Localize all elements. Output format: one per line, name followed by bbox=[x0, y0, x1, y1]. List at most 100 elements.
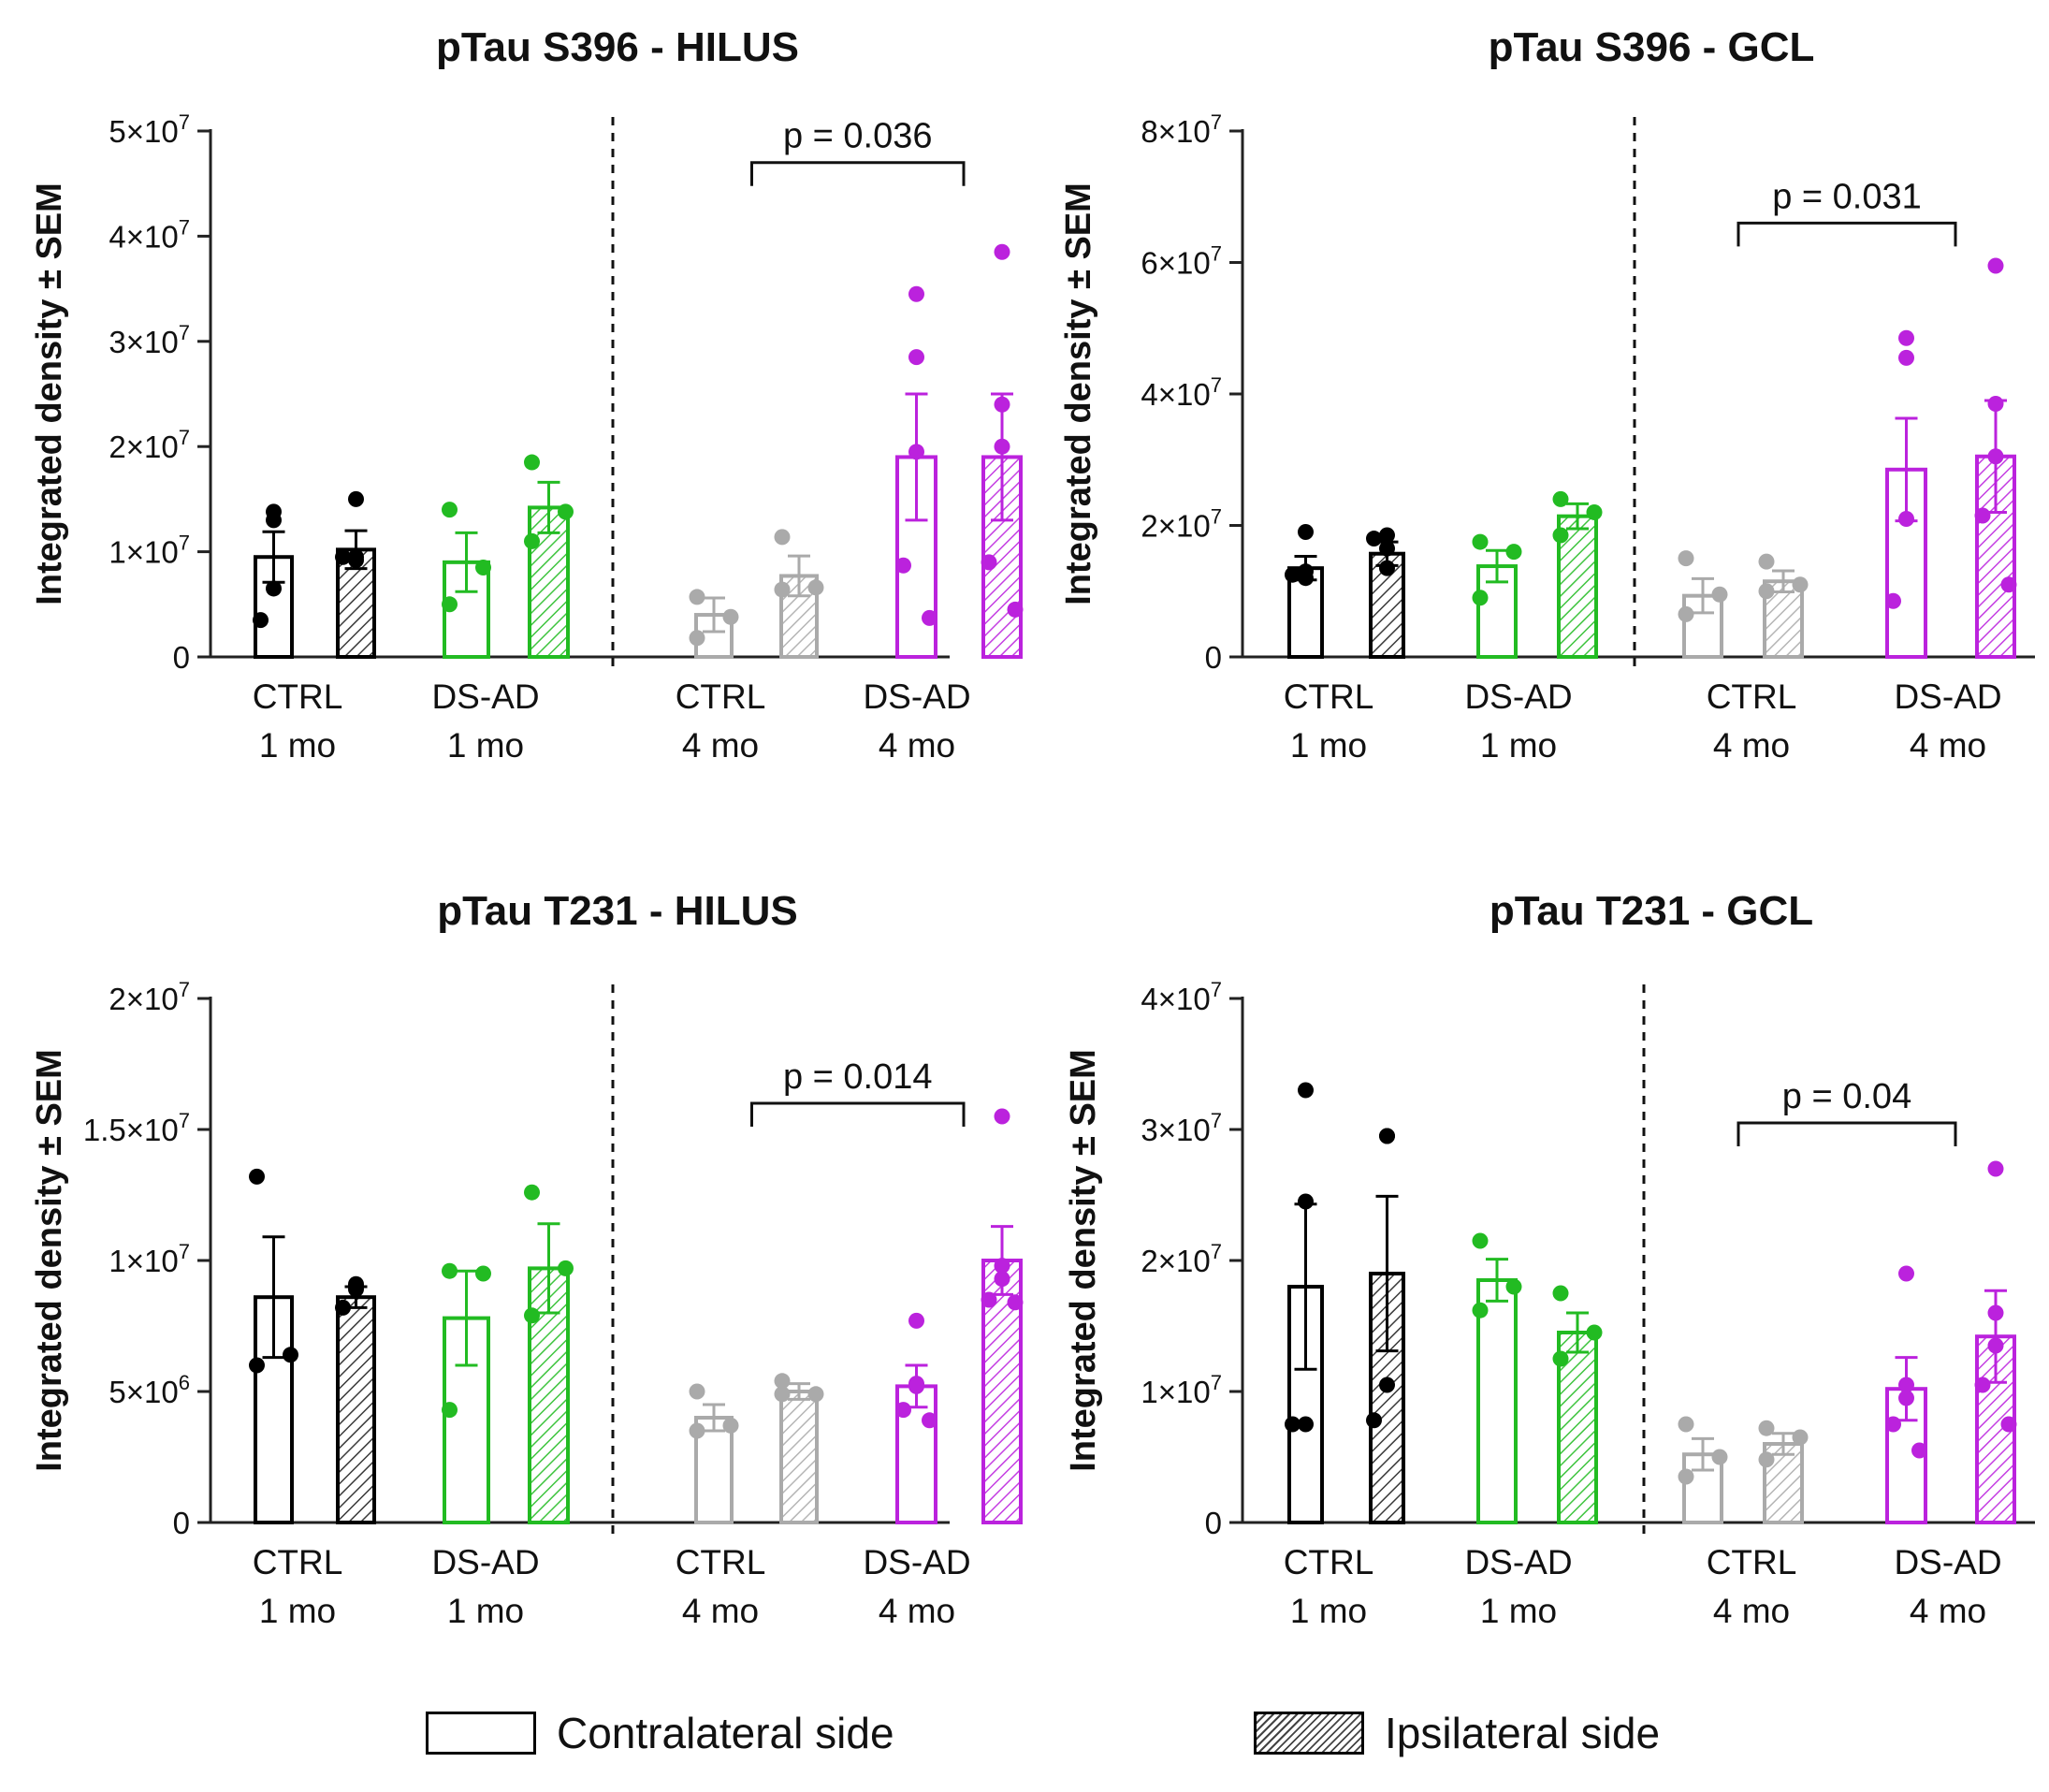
data-point-ipsi-1 bbox=[524, 532, 540, 549]
y-axis-label: Integrated density ± SEM bbox=[1064, 1049, 1103, 1472]
data-point-ipsi-3 bbox=[994, 1258, 1010, 1275]
y-tick-label: 5×107 bbox=[109, 110, 190, 149]
x-category-sublabel: 1 mo bbox=[1290, 1592, 1367, 1630]
data-point-contra-0 bbox=[249, 1357, 265, 1374]
data-point-contra-3 bbox=[908, 1377, 924, 1394]
x-category-label: DS-AD bbox=[863, 1543, 970, 1581]
y-tick-label: 1×107 bbox=[109, 1240, 190, 1278]
x-category-label: DS-AD bbox=[1464, 1543, 1572, 1581]
data-point-contra-3 bbox=[895, 1402, 911, 1419]
data-point-contra-2 bbox=[689, 1422, 705, 1439]
legend-swatch-hatched bbox=[1254, 1712, 1364, 1755]
y-tick-label: 0 bbox=[1205, 640, 1222, 675]
data-point-contra-3 bbox=[908, 349, 924, 366]
data-point-contra-2 bbox=[1678, 1416, 1694, 1433]
x-category-label: CTRL bbox=[676, 677, 766, 716]
x-category-label: CTRL bbox=[676, 1543, 766, 1581]
data-point-ipsi-2 bbox=[774, 529, 791, 546]
data-point-contra-1 bbox=[442, 502, 458, 518]
data-point-contra-0 bbox=[1298, 570, 1314, 587]
data-point-contra-0 bbox=[1285, 566, 1301, 583]
data-point-contra-1 bbox=[1472, 590, 1489, 606]
x-category-sublabel: 4 mo bbox=[1910, 1592, 1986, 1630]
y-axis-label: Integrated density ± SEM bbox=[30, 1049, 69, 1472]
data-point-ipsi-1 bbox=[524, 1307, 540, 1324]
y-axis-label: Integrated density ± SEM bbox=[1059, 182, 1098, 605]
x-category-sublabel: 1 mo bbox=[1480, 1592, 1557, 1630]
x-category-label: CTRL bbox=[1284, 1543, 1374, 1581]
data-point-ipsi-3 bbox=[981, 1291, 997, 1308]
data-point-ipsi-0 bbox=[1379, 1128, 1395, 1144]
bar-contra-1 bbox=[1476, 1278, 1518, 1524]
data-point-ipsi-3 bbox=[1974, 507, 1991, 524]
x-category-label: DS-AD bbox=[863, 677, 970, 716]
y-tick-label: 3×107 bbox=[109, 321, 190, 359]
data-point-ipsi-1 bbox=[1552, 490, 1569, 507]
data-point-ipsi-0 bbox=[1379, 540, 1395, 557]
data-point-ipsi-2 bbox=[774, 581, 791, 598]
x-category-sublabel: 4 mo bbox=[682, 1592, 759, 1630]
y-tick-label: 1×107 bbox=[109, 532, 190, 570]
data-point-ipsi-2 bbox=[807, 1386, 824, 1403]
data-point-ipsi-1 bbox=[1552, 1350, 1569, 1367]
data-point-ipsi-3 bbox=[1007, 1294, 1024, 1311]
data-point-contra-2 bbox=[689, 630, 705, 647]
y-tick-label: 2×107 bbox=[109, 978, 190, 1016]
chart-title: pTau T231 - GCL bbox=[1490, 888, 1813, 934]
y-tick-label: 0 bbox=[173, 640, 190, 675]
significance-label: p = 0.036 bbox=[783, 117, 933, 156]
y-tick-label: 4×107 bbox=[1141, 978, 1222, 1016]
chart-panel-ptau-s396-gcl: pTau S396 - GCL Integrated density ± SEM 0… bbox=[1059, 24, 2035, 765]
data-point-ipsi-2 bbox=[1758, 553, 1775, 570]
data-point-contra-3 bbox=[908, 1312, 924, 1329]
data-point-contra-0 bbox=[283, 1347, 298, 1363]
data-point-ipsi-3 bbox=[994, 243, 1010, 260]
data-point-ipsi-1 bbox=[1586, 503, 1603, 520]
data-point-ipsi-3 bbox=[1987, 396, 2004, 413]
significance-bracket bbox=[750, 161, 966, 186]
y-tick-label: 2×107 bbox=[1141, 1240, 1222, 1278]
data-point-contra-0 bbox=[266, 580, 282, 597]
data-point-ipsi-1 bbox=[1586, 1324, 1603, 1341]
x-category-sublabel: 4 mo bbox=[1713, 726, 1790, 765]
data-point-ipsi-2 bbox=[774, 1373, 791, 1390]
data-point-ipsi-1 bbox=[558, 1260, 574, 1276]
x-category-label: CTRL bbox=[253, 1543, 343, 1581]
data-point-contra-3 bbox=[1898, 329, 1914, 346]
data-point-ipsi-3 bbox=[994, 1108, 1010, 1125]
y-tick-label: 6×107 bbox=[1141, 242, 1222, 281]
significance-bracket bbox=[1737, 221, 1957, 247]
data-point-contra-0 bbox=[1298, 1416, 1314, 1433]
data-point-contra-0 bbox=[249, 1168, 265, 1185]
x-category-sublabel: 1 mo bbox=[447, 726, 524, 765]
data-point-ipsi-3 bbox=[1987, 1160, 2004, 1177]
data-point-contra-3 bbox=[1885, 1416, 1901, 1433]
chart-panel-ptau-s396-hilus: pTau S396 - HILUS Integrated density ± SE… bbox=[30, 24, 1024, 765]
data-point-ipsi-0 bbox=[1379, 560, 1395, 576]
data-point-ipsi-3 bbox=[1974, 1377, 1991, 1393]
data-point-ipsi-3 bbox=[1987, 257, 2004, 274]
data-point-contra-1 bbox=[475, 559, 491, 575]
data-point-contra-3 bbox=[908, 285, 924, 302]
data-point-ipsi-0 bbox=[348, 490, 364, 507]
data-point-ipsi-0 bbox=[1379, 527, 1395, 544]
data-point-ipsi-2 bbox=[774, 1386, 791, 1403]
data-point-contra-1 bbox=[475, 1265, 491, 1282]
data-point-ipsi-1 bbox=[524, 1184, 540, 1201]
x-category-sublabel: 1 mo bbox=[259, 726, 336, 765]
x-category-label: CTRL bbox=[1707, 1543, 1797, 1581]
data-point-ipsi-2 bbox=[1758, 1451, 1775, 1468]
y-tick-label: 1.5×107 bbox=[83, 1109, 190, 1147]
data-point-ipsi-1 bbox=[1552, 527, 1569, 544]
y-tick-label: 1×107 bbox=[1141, 1371, 1222, 1409]
x-category-label: DS-AD bbox=[1894, 677, 2001, 716]
x-category-sublabel: 4 mo bbox=[1713, 1592, 1790, 1630]
data-point-ipsi-3 bbox=[1987, 1337, 2004, 1354]
data-point-contra-2 bbox=[1678, 550, 1694, 567]
x-category-label: DS-AD bbox=[1464, 677, 1572, 716]
data-point-ipsi-3 bbox=[2000, 1416, 2017, 1433]
x-category-sublabel: 4 mo bbox=[1910, 726, 1986, 765]
data-point-contra-1 bbox=[1472, 1232, 1489, 1249]
data-point-ipsi-3 bbox=[994, 438, 1010, 455]
